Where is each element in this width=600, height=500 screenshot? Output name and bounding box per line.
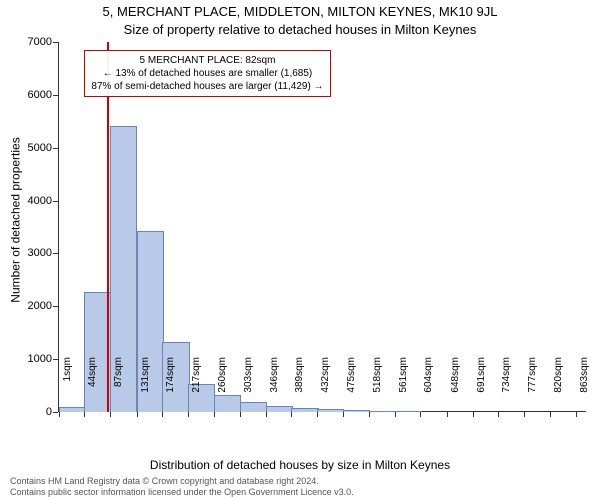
bar (343, 410, 370, 412)
x-tick (240, 412, 241, 417)
x-tick (137, 412, 138, 417)
x-tick (395, 412, 396, 417)
info-box-line: 87% of semi-detached houses are larger (… (91, 80, 323, 93)
x-tick (84, 412, 85, 417)
x-tick (576, 412, 577, 417)
x-tick-label: 863sqm (579, 357, 590, 405)
y-tick-label: 7000 (12, 36, 52, 48)
x-tick-label: 87sqm (113, 357, 124, 405)
x-tick-label: 346sqm (269, 357, 280, 405)
y-tick (53, 148, 58, 149)
x-tick (343, 412, 344, 417)
x-tick (188, 412, 189, 417)
x-tick-label: 389sqm (294, 357, 305, 405)
info-box: 5 MERCHANT PLACE: 82sqm← 13% of detached… (84, 50, 330, 97)
footer-line-2: Contains public sector information licen… (10, 487, 354, 498)
x-tick-label: 432sqm (320, 357, 331, 405)
x-tick (291, 412, 292, 417)
x-tick-label: 691sqm (476, 357, 487, 405)
x-tick (498, 412, 499, 417)
x-tick (473, 412, 474, 417)
x-tick-label: 131sqm (140, 357, 151, 405)
footer-line-1: Contains HM Land Registry data © Crown c… (10, 476, 354, 487)
plot-area: 01000200030004000500060007000 1sqm44sqm8… (58, 42, 586, 412)
x-tick-label: 777sqm (527, 357, 538, 405)
bar (266, 406, 293, 412)
x-tick (317, 412, 318, 417)
x-tick-label: 820sqm (553, 357, 564, 405)
x-tick-label: 604sqm (423, 357, 434, 405)
x-tick-label: 44sqm (87, 357, 98, 405)
x-tick-label: 1sqm (62, 357, 73, 405)
x-tick-label: 260sqm (217, 357, 228, 405)
title-sub: Size of property relative to detached ho… (0, 22, 600, 37)
x-tick-label: 174sqm (165, 357, 176, 405)
x-tick-label: 475sqm (346, 357, 357, 405)
y-tick-label: 6000 (12, 89, 52, 101)
bar (317, 409, 344, 412)
info-box-line: ← 13% of detached houses are smaller (1,… (91, 67, 323, 80)
bar (395, 411, 422, 412)
y-tick (53, 201, 58, 202)
x-tick-label: 217sqm (191, 357, 202, 405)
y-tick-label: 4000 (12, 195, 52, 207)
chart-root: { "title_main": "5, MERCHANT PLACE, MIDD… (0, 0, 600, 500)
y-tick (53, 412, 58, 413)
x-tick-label: 734sqm (501, 357, 512, 405)
x-tick (447, 412, 448, 417)
y-tick-label: 2000 (12, 300, 52, 312)
y-tick (53, 359, 58, 360)
marker-line (107, 42, 109, 412)
x-tick-label: 518sqm (372, 357, 383, 405)
x-tick (110, 412, 111, 417)
footer: Contains HM Land Registry data © Crown c… (10, 476, 354, 499)
x-tick (162, 412, 163, 417)
x-tick-label: 648sqm (450, 357, 461, 405)
x-tick-label: 561sqm (398, 357, 409, 405)
x-tick (524, 412, 525, 417)
y-tick-label: 1000 (12, 353, 52, 365)
bar (291, 408, 318, 412)
x-tick-label: 303sqm (243, 357, 254, 405)
bar (59, 407, 86, 412)
x-tick (214, 412, 215, 417)
x-tick (266, 412, 267, 417)
y-tick-label: 0 (12, 406, 52, 418)
x-tick (369, 412, 370, 417)
y-tick (53, 306, 58, 307)
bar (369, 411, 396, 412)
title-main: 5, MERCHANT PLACE, MIDDLETON, MILTON KEY… (0, 4, 600, 19)
y-tick (53, 253, 58, 254)
y-tick (53, 95, 58, 96)
x-tick (420, 412, 421, 417)
y-axis-label-text: Number of detached properties (9, 137, 23, 302)
y-tick (53, 42, 58, 43)
x-axis-label: Distribution of detached houses by size … (0, 458, 600, 472)
x-tick (550, 412, 551, 417)
info-box-line: 5 MERCHANT PLACE: 82sqm (91, 54, 323, 67)
x-tick (59, 412, 60, 417)
y-tick-label: 5000 (12, 142, 52, 154)
y-tick-label: 3000 (12, 247, 52, 259)
